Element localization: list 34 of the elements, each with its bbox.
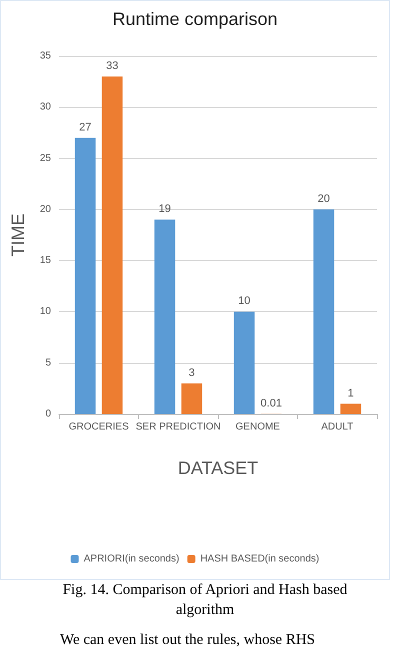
y-tick-label: 15 [40, 255, 52, 266]
x-tick-label: GROCERIES [68, 422, 130, 432]
bar [74, 138, 96, 414]
y-tick-label: 20 [40, 204, 52, 215]
y-tick-label: 25 [40, 152, 52, 164]
y-tick-label: 35 [40, 50, 52, 62]
text: We can even list out the rules, whose RHS [60, 632, 316, 649]
bar [234, 312, 255, 414]
y-tick-label: 0 [45, 408, 52, 420]
bar [313, 209, 334, 414]
bar [102, 76, 123, 414]
data-label: 20 [318, 192, 330, 205]
bar [181, 383, 202, 414]
x-tick-label: GENOME [236, 422, 280, 432]
y-tick-label: 30 [40, 102, 52, 113]
data-label: 0.01 [260, 397, 282, 410]
caption: Fig. 14. Comparison of Apriori and Hash based algorithm [62, 581, 348, 620]
legend-label: APRIORI(in seconds) [84, 554, 180, 564]
bar [154, 220, 176, 414]
legend-label: HASH BASED(in seconds) [200, 554, 320, 564]
data-label: 33 [106, 60, 118, 72]
chart-title: Runtime comparison [112, 9, 278, 29]
x-tick-label: SER PREDICTION [136, 422, 221, 432]
data-label: 27 [79, 121, 92, 134]
bar [340, 404, 362, 414]
y-tick-label: 5 [45, 357, 52, 368]
data-label: 19 [158, 203, 171, 216]
data-label: 1 [348, 387, 354, 400]
y-tick-label: 10 [40, 306, 52, 318]
data-label: 10 [238, 295, 250, 308]
data-label: 3 [188, 366, 195, 379]
y-axis-title: TIME [8, 214, 28, 256]
x-axis-title: DATASET [178, 458, 258, 478]
x-tick-label: ADULT [321, 422, 354, 432]
